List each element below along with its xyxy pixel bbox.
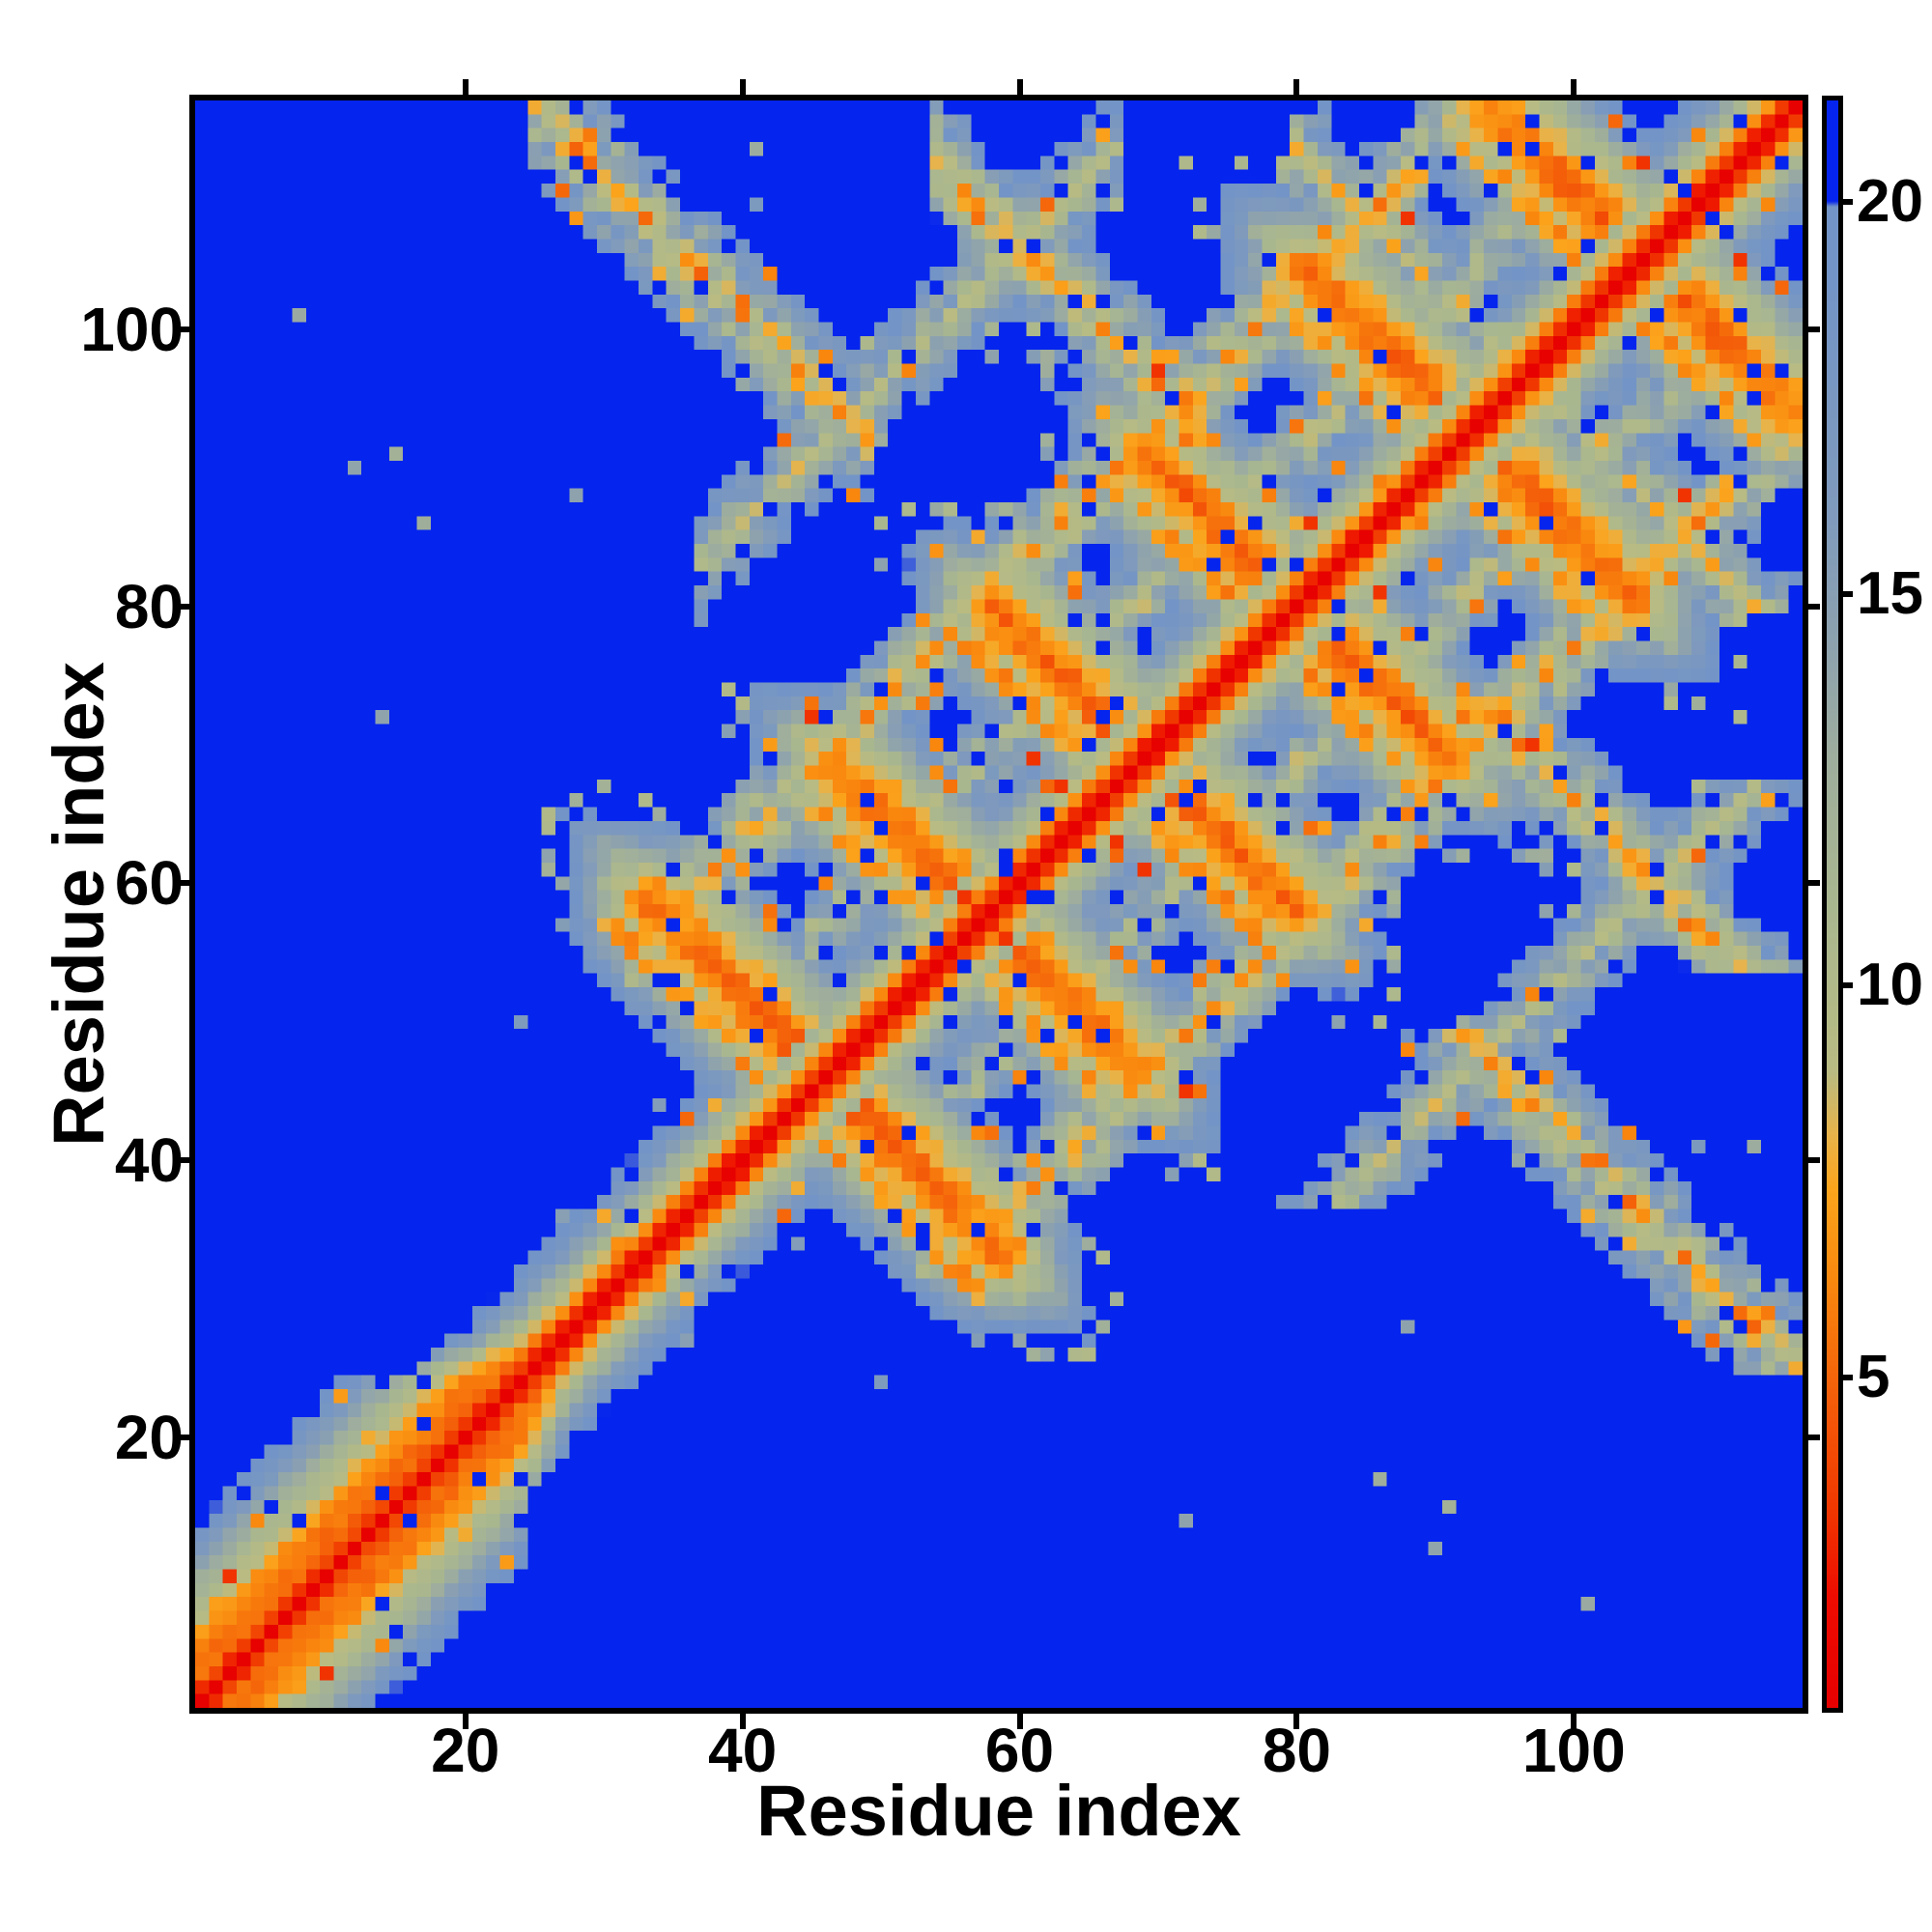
x-tick-mark-top [462, 79, 469, 95]
y-tick-mark-right [1808, 603, 1820, 610]
x-tick-mark-top [739, 79, 746, 95]
heatmap-canvas [195, 100, 1803, 1708]
x-tick-mark-bottom [739, 1714, 746, 1729]
y-tick-mark-left [174, 603, 189, 610]
y-tick-mark-right [1808, 880, 1820, 887]
colorbar-tick-label: 5 [1857, 1343, 1890, 1410]
y-tick-label: 40 [114, 1125, 184, 1196]
colorbar-tick-label: 20 [1857, 168, 1923, 236]
x-tick-mark-top [1016, 79, 1023, 95]
x-axis-title: Residue index [756, 1771, 1241, 1851]
x-tick-label: 60 [984, 1716, 1055, 1785]
x-tick-mark-bottom [1293, 1714, 1300, 1729]
y-tick-mark-right [1808, 1435, 1820, 1441]
y-tick-mark-left [174, 1435, 189, 1441]
colorbar-frame [1822, 96, 1843, 1713]
x-tick-mark-bottom [1016, 1714, 1023, 1729]
x-tick-mark-top [1571, 79, 1577, 95]
colorbar-gradient [1827, 100, 1838, 1708]
x-tick-mark-bottom [1571, 1714, 1577, 1729]
y-tick-label: 20 [114, 1403, 184, 1473]
y-tick-mark-right [1808, 326, 1820, 332]
y-tick-label: 80 [114, 571, 184, 641]
colorbar-tick-label: 10 [1857, 952, 1923, 1019]
colorbar-tick-mark [1843, 982, 1853, 989]
y-tick-label: 100 [80, 294, 184, 364]
y-tick-mark-left [174, 326, 189, 332]
x-tick-label: 20 [431, 1716, 500, 1785]
y-tick-mark-left [174, 880, 189, 887]
y-tick-mark-left [174, 1157, 189, 1164]
y-tick-label: 60 [114, 848, 184, 919]
x-tick-label: 40 [708, 1716, 778, 1785]
x-tick-label: 80 [1262, 1716, 1331, 1785]
colorbar-tick-mark [1843, 590, 1853, 597]
colorbar-tick-mark [1843, 1374, 1853, 1380]
colorbar-tick-mark [1843, 199, 1853, 206]
x-tick-mark-bottom [462, 1714, 469, 1729]
x-tick-mark-top [1293, 79, 1300, 95]
plot-frame [189, 95, 1808, 1714]
x-tick-label: 100 [1521, 1716, 1626, 1785]
y-tick-mark-right [1808, 1157, 1820, 1164]
colorbar-tick-label: 15 [1857, 559, 1923, 627]
